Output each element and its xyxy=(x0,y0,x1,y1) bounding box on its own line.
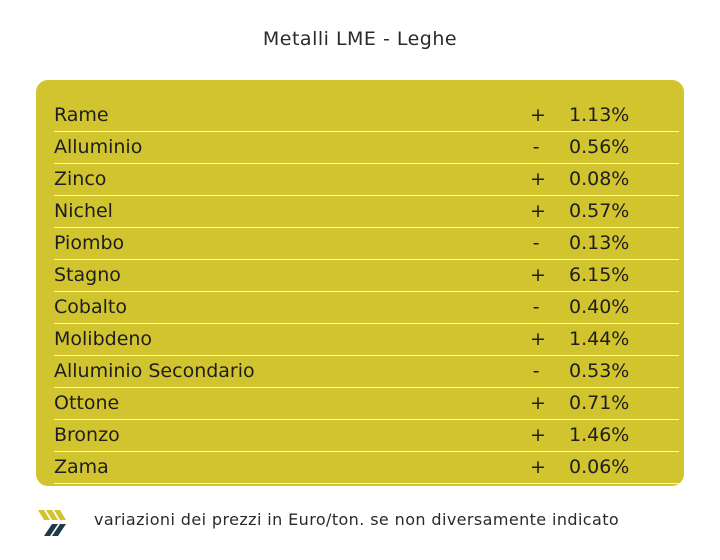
change-sign: + xyxy=(530,392,546,414)
metal-name: Alluminio Secondario xyxy=(54,360,255,382)
change-value: 1.46% xyxy=(569,424,630,446)
table-row: Piombo - 0.13% xyxy=(54,227,679,260)
change-sign: + xyxy=(530,168,546,190)
table-row: Rame +1.13% xyxy=(54,99,679,132)
table-row: Stagno +6.15% xyxy=(54,259,679,292)
metal-name: Stagno xyxy=(54,264,121,286)
change-value: 0.40% xyxy=(569,296,630,318)
metal-name: Zinco xyxy=(54,168,107,190)
change-sign: + xyxy=(530,200,546,222)
change-value: 6.15% xyxy=(569,264,630,286)
metal-name: Bronzo xyxy=(54,424,120,446)
change-sign: - xyxy=(532,296,540,318)
metal-name: Cobalto xyxy=(54,296,127,318)
footer-note: variazioni dei prezzi in Euro/ton. se no… xyxy=(94,510,620,529)
change-sign: - xyxy=(532,360,540,382)
metal-name: Rame xyxy=(54,104,109,126)
change-value: 1.44% xyxy=(569,328,630,350)
table-row: Alluminio - 0.56% xyxy=(54,131,679,164)
metal-name: Piombo xyxy=(54,232,125,254)
change-sign: - xyxy=(532,232,540,254)
change-value: 0.71% xyxy=(569,392,630,414)
change-sign: + xyxy=(530,264,546,286)
table-row: Alluminio Secondario - 0.53% xyxy=(54,355,679,388)
metal-name: Alluminio xyxy=(54,136,143,158)
brand-logo-icon xyxy=(38,510,66,536)
change-value: 0.57% xyxy=(569,200,630,222)
table-row: Molibdeno +1.44% xyxy=(54,323,679,356)
page-title: Metalli LME - Leghe xyxy=(262,28,458,50)
metal-name: Zama xyxy=(54,456,109,478)
table-row: Ottone +0.71% xyxy=(54,387,679,420)
table-row: Zama +0.06% xyxy=(54,451,679,484)
change-value: 0.13% xyxy=(569,232,630,254)
table-row: Cobalto - 0.40% xyxy=(54,291,679,324)
change-value: 0.08% xyxy=(569,168,630,190)
change-value: 0.53% xyxy=(569,360,630,382)
table-row: Bronzo +1.46% xyxy=(54,419,679,452)
metal-name: Nichel xyxy=(54,200,113,222)
change-value: 0.06% xyxy=(569,456,630,478)
change-sign: + xyxy=(530,328,546,350)
change-sign: + xyxy=(530,104,546,126)
metals-table: Rame +1.13% Alluminio - 0.56% Zinco +0.08% Nich… xyxy=(36,80,684,486)
change-value: 0.56% xyxy=(569,136,630,158)
metal-name: Ottone xyxy=(54,392,120,414)
table-row: Zinco +0.08% xyxy=(54,163,679,196)
table-row: Nichel +0.57% xyxy=(54,195,679,228)
change-sign: - xyxy=(532,136,540,158)
change-value: 1.13% xyxy=(569,104,630,126)
change-sign: + xyxy=(530,456,546,478)
change-sign: + xyxy=(530,424,546,446)
metal-name: Molibdeno xyxy=(54,328,153,350)
